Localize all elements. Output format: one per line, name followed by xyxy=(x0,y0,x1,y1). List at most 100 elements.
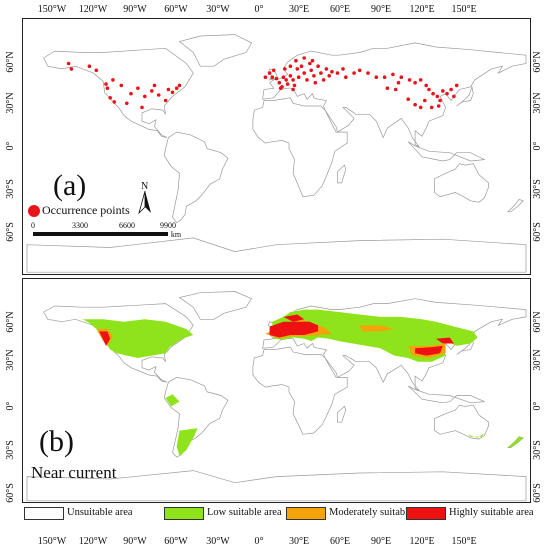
lat-tick: 0° xyxy=(532,401,543,411)
occurrence-point xyxy=(302,71,307,75)
panel-b-subtitle: Near current xyxy=(31,463,117,482)
high-suitable-region xyxy=(415,345,443,356)
occurrence-point xyxy=(393,87,398,92)
legend-label-high: Highly suitable area xyxy=(449,507,534,518)
occurrence-point xyxy=(105,86,110,90)
lat-tick: 60°N xyxy=(532,51,543,73)
legend-swatch-moderate xyxy=(286,507,326,520)
legend-label-low: Low suitable area xyxy=(207,507,282,518)
occurrence-point xyxy=(278,86,283,90)
lat-tick: 30°S xyxy=(532,179,543,199)
occurrence-point xyxy=(112,100,117,104)
high-suitable-region xyxy=(283,314,305,322)
occurrence-point xyxy=(424,83,429,88)
map-panel-a: (a) Occurrence points N 0 3300 6600 9900… xyxy=(22,18,531,275)
occurrence-point xyxy=(177,83,182,88)
occurrence-point xyxy=(396,80,401,85)
lat-tick: 30°S xyxy=(5,440,16,460)
occurrence-point xyxy=(288,64,293,68)
occurrence-point xyxy=(391,72,395,77)
lon-tick-top: 120°E xyxy=(409,4,435,15)
lon-tick-top: 60°E xyxy=(329,4,351,15)
occurrence-point xyxy=(454,83,459,88)
world-map-b xyxy=(26,291,527,502)
occurrence-point xyxy=(344,75,348,79)
landmass-indonesia xyxy=(407,385,485,404)
lon-tick-bottom: 120°W xyxy=(78,536,108,547)
occurrence-point xyxy=(285,82,290,86)
occurrence-point xyxy=(441,89,445,93)
occurrence-point xyxy=(407,78,412,82)
lat-tick: 60°N xyxy=(5,311,16,333)
occurrence-point xyxy=(295,67,300,71)
low-suitable-region xyxy=(176,428,198,456)
landmass-antarctica xyxy=(26,470,527,502)
occurrence-point xyxy=(296,75,301,79)
occurrence-point xyxy=(330,69,334,74)
high-suitable-region xyxy=(435,337,454,344)
occurrence-point xyxy=(423,98,427,103)
scale-label-2: 6600 xyxy=(119,221,135,230)
occurrence-point xyxy=(283,67,287,71)
occurrence-point xyxy=(312,74,316,78)
occurrence-point xyxy=(427,87,431,92)
occurrence-point xyxy=(111,78,115,82)
scale-label-3: 9900 xyxy=(160,221,176,230)
occurrence-point xyxy=(438,98,442,103)
occurrence-point xyxy=(281,75,286,79)
lat-tick: 30°N xyxy=(5,92,16,114)
occurrence-point xyxy=(104,82,108,86)
lon-tick-top: 90°E xyxy=(370,4,392,15)
occurrence-point xyxy=(449,87,453,92)
occurrence-point xyxy=(406,97,411,101)
occurrence-point xyxy=(156,93,161,97)
panel-a-label: (a) xyxy=(53,169,87,202)
occurrence-point xyxy=(374,75,379,79)
occurrence-point xyxy=(436,104,441,108)
occurrence-point xyxy=(174,86,179,90)
low-suitable-region xyxy=(82,319,194,358)
occurrence-point xyxy=(435,94,440,99)
legend-swatch-unsuitable xyxy=(24,507,64,520)
legend-label-unsuitable: Unsuitable area xyxy=(67,507,133,518)
lon-tick-bottom: 120°E xyxy=(409,536,435,547)
occurrence-point xyxy=(316,64,320,68)
occurrence-point xyxy=(324,67,329,71)
landmass-southAmerica xyxy=(163,131,229,224)
low-suitable-region xyxy=(470,331,478,342)
occurrence-point xyxy=(294,58,298,63)
lat-tick: 60°S xyxy=(532,483,543,503)
occurrence-point xyxy=(308,61,312,66)
occurrence-point xyxy=(94,68,99,73)
map-panel-b: (b) Near current xyxy=(22,278,531,503)
low-suitable-region xyxy=(508,436,524,448)
occurrence-point xyxy=(327,74,332,78)
occurrence-point xyxy=(413,80,417,85)
lat-tick: 60°N xyxy=(532,311,543,333)
occurrence-point xyxy=(321,78,326,82)
occurrence-point xyxy=(335,71,340,75)
occurrence-point xyxy=(129,91,133,96)
moderate-suitable-region xyxy=(359,325,395,332)
occurrence-point xyxy=(445,91,449,96)
scale-unit: km xyxy=(170,230,182,239)
occurrence-point xyxy=(385,86,390,90)
panel-b-label: (b) xyxy=(39,425,74,458)
landmass-southAmerica xyxy=(163,377,229,458)
scale-bar-line xyxy=(33,232,168,236)
lon-tick-top: 0° xyxy=(254,4,264,15)
occurrence-point xyxy=(382,75,387,79)
occurrence-point xyxy=(413,102,417,107)
occurrence-point xyxy=(108,96,112,100)
occurrence-point xyxy=(166,87,171,92)
occurrence-point xyxy=(163,98,168,103)
occurrence-point xyxy=(140,105,144,110)
occurrence-point xyxy=(352,71,356,75)
landmass-madagascar xyxy=(337,405,347,423)
occurrence-point xyxy=(429,105,434,110)
occurrence-legend-dot xyxy=(28,205,40,217)
occurrence-point xyxy=(305,78,309,82)
lon-tick-bottom: 150°E xyxy=(451,536,477,547)
occurrence-point xyxy=(431,91,435,96)
lat-tick: 60°S xyxy=(532,222,543,242)
